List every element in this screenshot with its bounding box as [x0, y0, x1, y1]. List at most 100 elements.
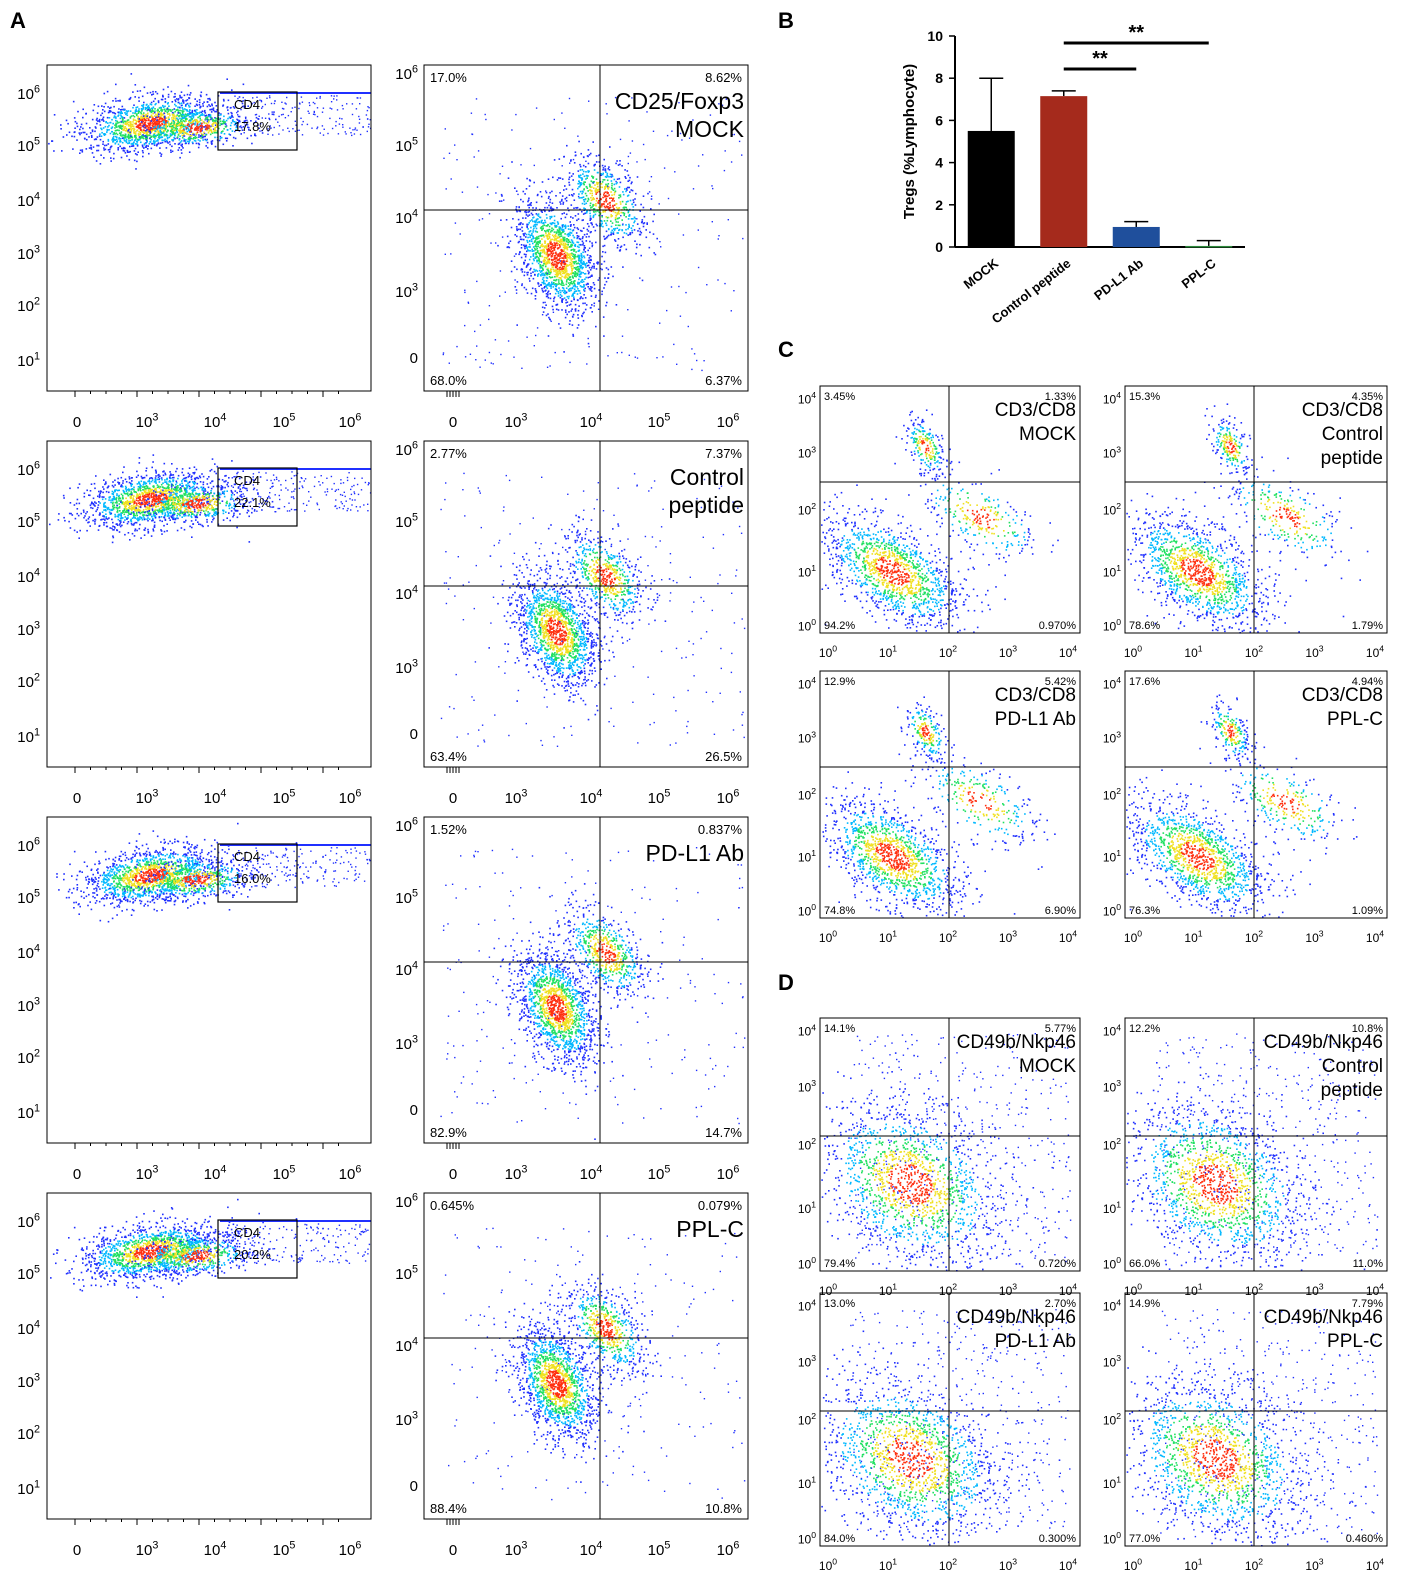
y-tick-label: 103: [395, 1409, 418, 1429]
x-tick-label: 106: [339, 787, 362, 807]
quadrant-ur-percent: 8.62%: [705, 70, 742, 85]
quadrant-ll-percent: 79.4%: [824, 1258, 855, 1270]
x-tick-label: 102: [939, 1557, 957, 1573]
quadrant-ur-percent: 0.079%: [698, 1198, 743, 1213]
significance-stars: **: [1128, 22, 1144, 44]
y-tick-label: 102: [1103, 1136, 1121, 1152]
quadrant-lr-percent: 14.7%: [705, 1125, 742, 1140]
x-tick-label: 104: [580, 1163, 603, 1183]
x-tick-label: 0: [73, 414, 81, 431]
x-tick-label: 103: [505, 1163, 528, 1183]
density-cloud: [1126, 493, 1344, 634]
y-tick-label: 100: [798, 1255, 816, 1271]
quadrant-ur-percent: 0.837%: [698, 822, 743, 837]
density-cloud: [494, 922, 624, 1141]
y-tick-label: 106: [17, 835, 40, 855]
x-tick-label: 105: [273, 1163, 296, 1183]
y-tick-label: 105: [395, 887, 418, 907]
y-tick-label: 100: [798, 1530, 816, 1546]
quadrant-ll-percent: 94.2%: [824, 620, 855, 632]
x-tick-label: 102: [1245, 1557, 1263, 1573]
scatter-events: [440, 847, 745, 1124]
quadrant-lr-percent: 11.0%: [1353, 1258, 1384, 1270]
y-tick-label: 101: [1103, 1474, 1121, 1490]
treg-sample-label: CD25/Foxp3: [615, 88, 744, 114]
treg-sample-label: Control: [670, 464, 744, 490]
x-tick-label: 103: [505, 787, 528, 807]
quadrant-ll-percent: 76.3%: [1129, 905, 1160, 917]
y-tick-label: 101: [1103, 563, 1121, 579]
x-tick-label: 101: [879, 1557, 897, 1573]
x-tick-label: 100: [1124, 1282, 1142, 1298]
x-tick-label: 104: [1059, 1282, 1077, 1298]
y-tick-label: 103: [1103, 444, 1121, 460]
sample-label: PPL-C: [1327, 709, 1383, 730]
x-tick-label: 100: [1124, 644, 1142, 660]
y-tick-label: 104: [17, 190, 40, 210]
x-tick-label: 105: [648, 787, 671, 807]
bar: [1040, 96, 1087, 247]
x-tick-label: 0: [449, 1542, 457, 1559]
x-tick-label: 0: [449, 790, 457, 807]
y-tick-label: 0: [410, 350, 418, 367]
y-tick-label: 105: [17, 511, 40, 531]
y-tick-label: 100: [798, 902, 816, 918]
x-tick-label: 103: [1305, 929, 1323, 945]
sample-label: CD49b/Nkp46: [1264, 1307, 1383, 1328]
y-tick-label: 103: [17, 619, 40, 639]
quadrant-ul-percent: 14.1%: [824, 1023, 855, 1035]
sample-label: PD-L1 Ab: [995, 709, 1076, 730]
x-tick-label: 101: [1184, 1557, 1202, 1573]
quadrant-ll-percent: 84.0%: [824, 1533, 855, 1545]
density-cloud: [1126, 769, 1311, 918]
y-tick-label: 105: [17, 887, 40, 907]
x-tick-label: 103: [999, 929, 1017, 945]
y-tick-label: 105: [17, 1263, 40, 1283]
x-tick-label: 104: [1059, 644, 1077, 660]
quadrant-ul-percent: 17.6%: [1129, 676, 1160, 688]
quadrant-ll-percent: 82.9%: [430, 1125, 467, 1140]
y-tick-label: 10: [927, 28, 943, 44]
x-tick-label: 101: [879, 644, 897, 660]
density-cloud: [1199, 742, 1357, 862]
quadrant-ll-percent: 68.0%: [430, 373, 467, 388]
y-tick-label: 6: [935, 112, 943, 128]
y-tick-label: 101: [798, 563, 816, 579]
x-tick-label: PPL-C: [1179, 255, 1219, 291]
cd4-gate-percent: 17.8%: [234, 119, 271, 134]
cd4-gate-label: CD4: [234, 1225, 260, 1240]
x-tick-label: 101: [1184, 1282, 1202, 1298]
x-tick-label: 101: [1184, 644, 1202, 660]
x-tick-label: 103: [1305, 1282, 1323, 1298]
quadrant-ul-percent: 1.52%: [430, 822, 467, 837]
density-cloud: [554, 141, 658, 257]
x-tick-label: MOCK: [961, 255, 1002, 292]
y-tick-label: 104: [395, 583, 418, 603]
y-tick-label: 102: [1103, 1411, 1121, 1427]
x-tick-label: 0: [73, 1166, 81, 1183]
x-tick-label: 103: [999, 644, 1017, 660]
x-tick-label: 102: [939, 929, 957, 945]
x-tick-label: 103: [999, 1282, 1017, 1298]
panel-letter-c: C: [778, 337, 794, 362]
y-tick-label: 102: [1103, 501, 1121, 517]
y-tick-label: 102: [798, 786, 816, 802]
y-tick-label: 106: [17, 1211, 40, 1231]
y-tick-label: 104: [798, 390, 816, 406]
sample-label: Control: [1322, 1056, 1383, 1077]
quadrant-lr-percent: 0.300%: [1039, 1533, 1077, 1545]
x-tick-label: 103: [136, 1163, 159, 1183]
y-tick-label: 102: [1103, 786, 1121, 802]
y-tick-label: 103: [798, 729, 816, 745]
y-tick-label: 101: [17, 1478, 40, 1498]
cd4-plot-frame: [47, 441, 371, 767]
x-tick-label: 105: [273, 1539, 296, 1559]
x-tick-label: 104: [1059, 929, 1077, 945]
quadrant-ul-percent: 13.0%: [824, 1298, 855, 1310]
panel-letter-b: B: [778, 8, 794, 33]
x-tick-label: 0: [73, 790, 81, 807]
y-tick-label: 101: [798, 1199, 816, 1215]
density-cloud: [537, 883, 663, 1023]
quadrant-ll-percent: 66.0%: [1129, 1258, 1160, 1270]
